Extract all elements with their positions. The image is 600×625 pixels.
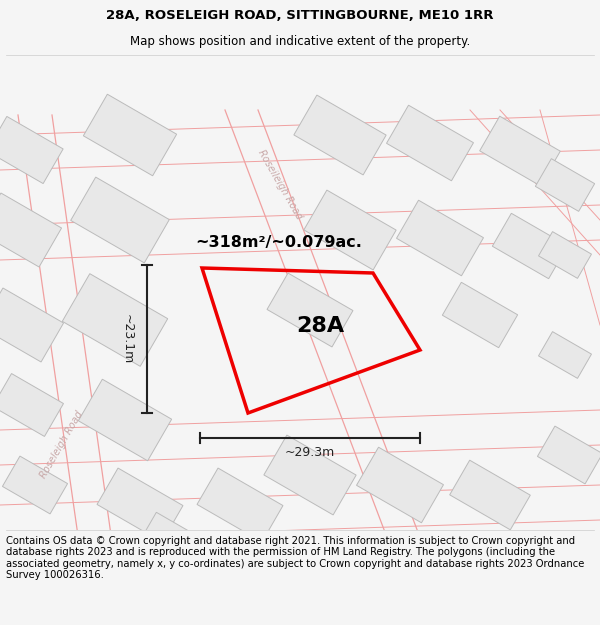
Polygon shape (304, 190, 396, 270)
Polygon shape (539, 332, 592, 378)
Text: 28A, ROSELEIGH ROAD, SITTINGBOURNE, ME10 1RR: 28A, ROSELEIGH ROAD, SITTINGBOURNE, ME10… (106, 9, 494, 22)
Polygon shape (449, 460, 530, 530)
Polygon shape (79, 379, 172, 461)
Polygon shape (0, 193, 62, 267)
Polygon shape (538, 426, 600, 484)
Polygon shape (62, 274, 168, 366)
Text: Contains OS data © Crown copyright and database right 2021. This information is : Contains OS data © Crown copyright and d… (6, 536, 584, 581)
Polygon shape (83, 94, 176, 176)
Polygon shape (294, 95, 386, 175)
Polygon shape (0, 374, 64, 436)
Polygon shape (479, 116, 560, 186)
Text: ~23.1m: ~23.1m (121, 314, 133, 364)
Polygon shape (397, 200, 484, 276)
Polygon shape (356, 448, 443, 522)
Text: ~318m²/~0.079ac.: ~318m²/~0.079ac. (195, 236, 362, 251)
Polygon shape (97, 468, 183, 542)
Polygon shape (197, 468, 283, 542)
Polygon shape (71, 177, 169, 263)
Text: ~29.3m: ~29.3m (285, 446, 335, 459)
Polygon shape (0, 116, 63, 184)
Polygon shape (493, 213, 568, 279)
Polygon shape (264, 435, 356, 515)
Text: Map shows position and indicative extent of the property.: Map shows position and indicative extent… (130, 35, 470, 48)
Polygon shape (267, 273, 353, 347)
Text: 28A: 28A (296, 316, 345, 336)
Polygon shape (0, 288, 64, 362)
Polygon shape (442, 282, 518, 348)
Polygon shape (535, 159, 595, 211)
Polygon shape (386, 105, 473, 181)
Polygon shape (539, 232, 592, 278)
Text: Roseileigh Road: Roseileigh Road (256, 149, 304, 221)
Polygon shape (2, 456, 68, 514)
Text: Roseleigh Road: Roseleigh Road (39, 409, 85, 481)
Polygon shape (137, 512, 212, 578)
